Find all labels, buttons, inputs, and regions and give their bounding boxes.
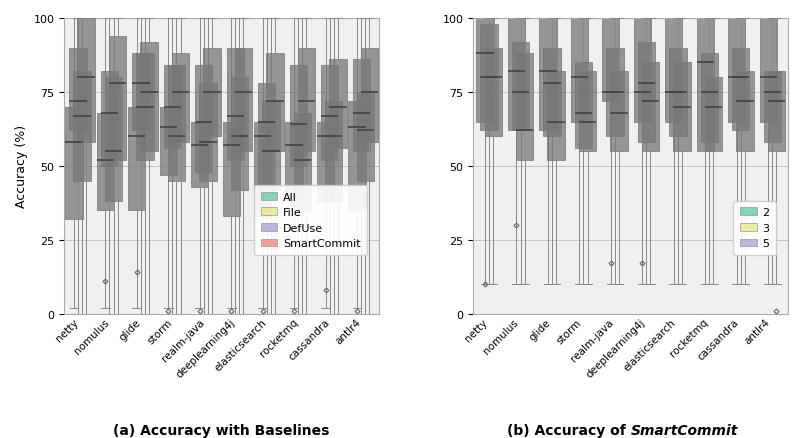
PathPatch shape	[298, 49, 314, 152]
PathPatch shape	[543, 49, 560, 137]
PathPatch shape	[352, 60, 370, 152]
Legend: 2, 3, 5: 2, 3, 5	[732, 201, 776, 255]
PathPatch shape	[727, 19, 744, 122]
PathPatch shape	[253, 122, 271, 217]
PathPatch shape	[262, 102, 279, 190]
PathPatch shape	[73, 72, 91, 181]
PathPatch shape	[539, 19, 556, 131]
PathPatch shape	[731, 49, 748, 131]
PathPatch shape	[480, 25, 497, 131]
PathPatch shape	[668, 49, 686, 137]
PathPatch shape	[360, 49, 378, 143]
PathPatch shape	[321, 66, 338, 161]
PathPatch shape	[128, 107, 145, 211]
PathPatch shape	[602, 19, 618, 102]
PathPatch shape	[286, 122, 302, 202]
PathPatch shape	[348, 102, 365, 211]
PathPatch shape	[606, 49, 623, 137]
PathPatch shape	[290, 66, 306, 166]
PathPatch shape	[160, 107, 176, 175]
PathPatch shape	[695, 19, 713, 152]
PathPatch shape	[516, 54, 533, 161]
PathPatch shape	[96, 113, 114, 211]
Legend: All, File, DefUse, SmartCommit: All, File, DefUse, SmartCommit	[253, 186, 367, 255]
PathPatch shape	[109, 37, 126, 161]
PathPatch shape	[317, 122, 334, 202]
Y-axis label: Accuracy (%): Accuracy (%)	[15, 125, 28, 208]
Text: SmartCommit: SmartCommit	[630, 423, 737, 437]
PathPatch shape	[78, 19, 95, 143]
PathPatch shape	[203, 49, 221, 137]
PathPatch shape	[168, 66, 185, 181]
PathPatch shape	[767, 72, 784, 152]
PathPatch shape	[199, 84, 217, 181]
PathPatch shape	[234, 49, 252, 152]
PathPatch shape	[164, 66, 180, 149]
Text: (b) Accuracy of: (b) Accuracy of	[506, 423, 630, 437]
PathPatch shape	[69, 49, 87, 131]
PathPatch shape	[574, 63, 591, 149]
PathPatch shape	[641, 63, 658, 152]
PathPatch shape	[294, 113, 310, 211]
PathPatch shape	[356, 93, 374, 181]
PathPatch shape	[65, 107, 83, 219]
PathPatch shape	[735, 72, 752, 152]
PathPatch shape	[578, 72, 595, 152]
PathPatch shape	[484, 49, 501, 137]
PathPatch shape	[664, 19, 682, 122]
PathPatch shape	[633, 19, 650, 122]
PathPatch shape	[172, 54, 189, 143]
PathPatch shape	[759, 19, 776, 122]
PathPatch shape	[570, 19, 587, 122]
PathPatch shape	[511, 42, 529, 131]
PathPatch shape	[547, 72, 564, 161]
PathPatch shape	[257, 84, 275, 196]
Text: (a) Accuracy with Baselines: (a) Accuracy with Baselines	[113, 423, 330, 437]
PathPatch shape	[329, 60, 346, 149]
PathPatch shape	[132, 54, 149, 131]
PathPatch shape	[101, 72, 118, 166]
PathPatch shape	[136, 54, 153, 161]
PathPatch shape	[672, 63, 690, 152]
PathPatch shape	[700, 54, 717, 143]
PathPatch shape	[637, 42, 654, 143]
PathPatch shape	[507, 19, 525, 131]
PathPatch shape	[195, 66, 213, 173]
PathPatch shape	[230, 78, 248, 190]
PathPatch shape	[266, 54, 283, 152]
PathPatch shape	[191, 122, 209, 187]
PathPatch shape	[140, 42, 157, 152]
PathPatch shape	[476, 19, 493, 122]
PathPatch shape	[226, 49, 244, 161]
PathPatch shape	[105, 78, 122, 202]
PathPatch shape	[222, 122, 240, 217]
PathPatch shape	[704, 78, 721, 152]
PathPatch shape	[763, 72, 780, 143]
PathPatch shape	[325, 102, 342, 202]
PathPatch shape	[610, 72, 627, 152]
